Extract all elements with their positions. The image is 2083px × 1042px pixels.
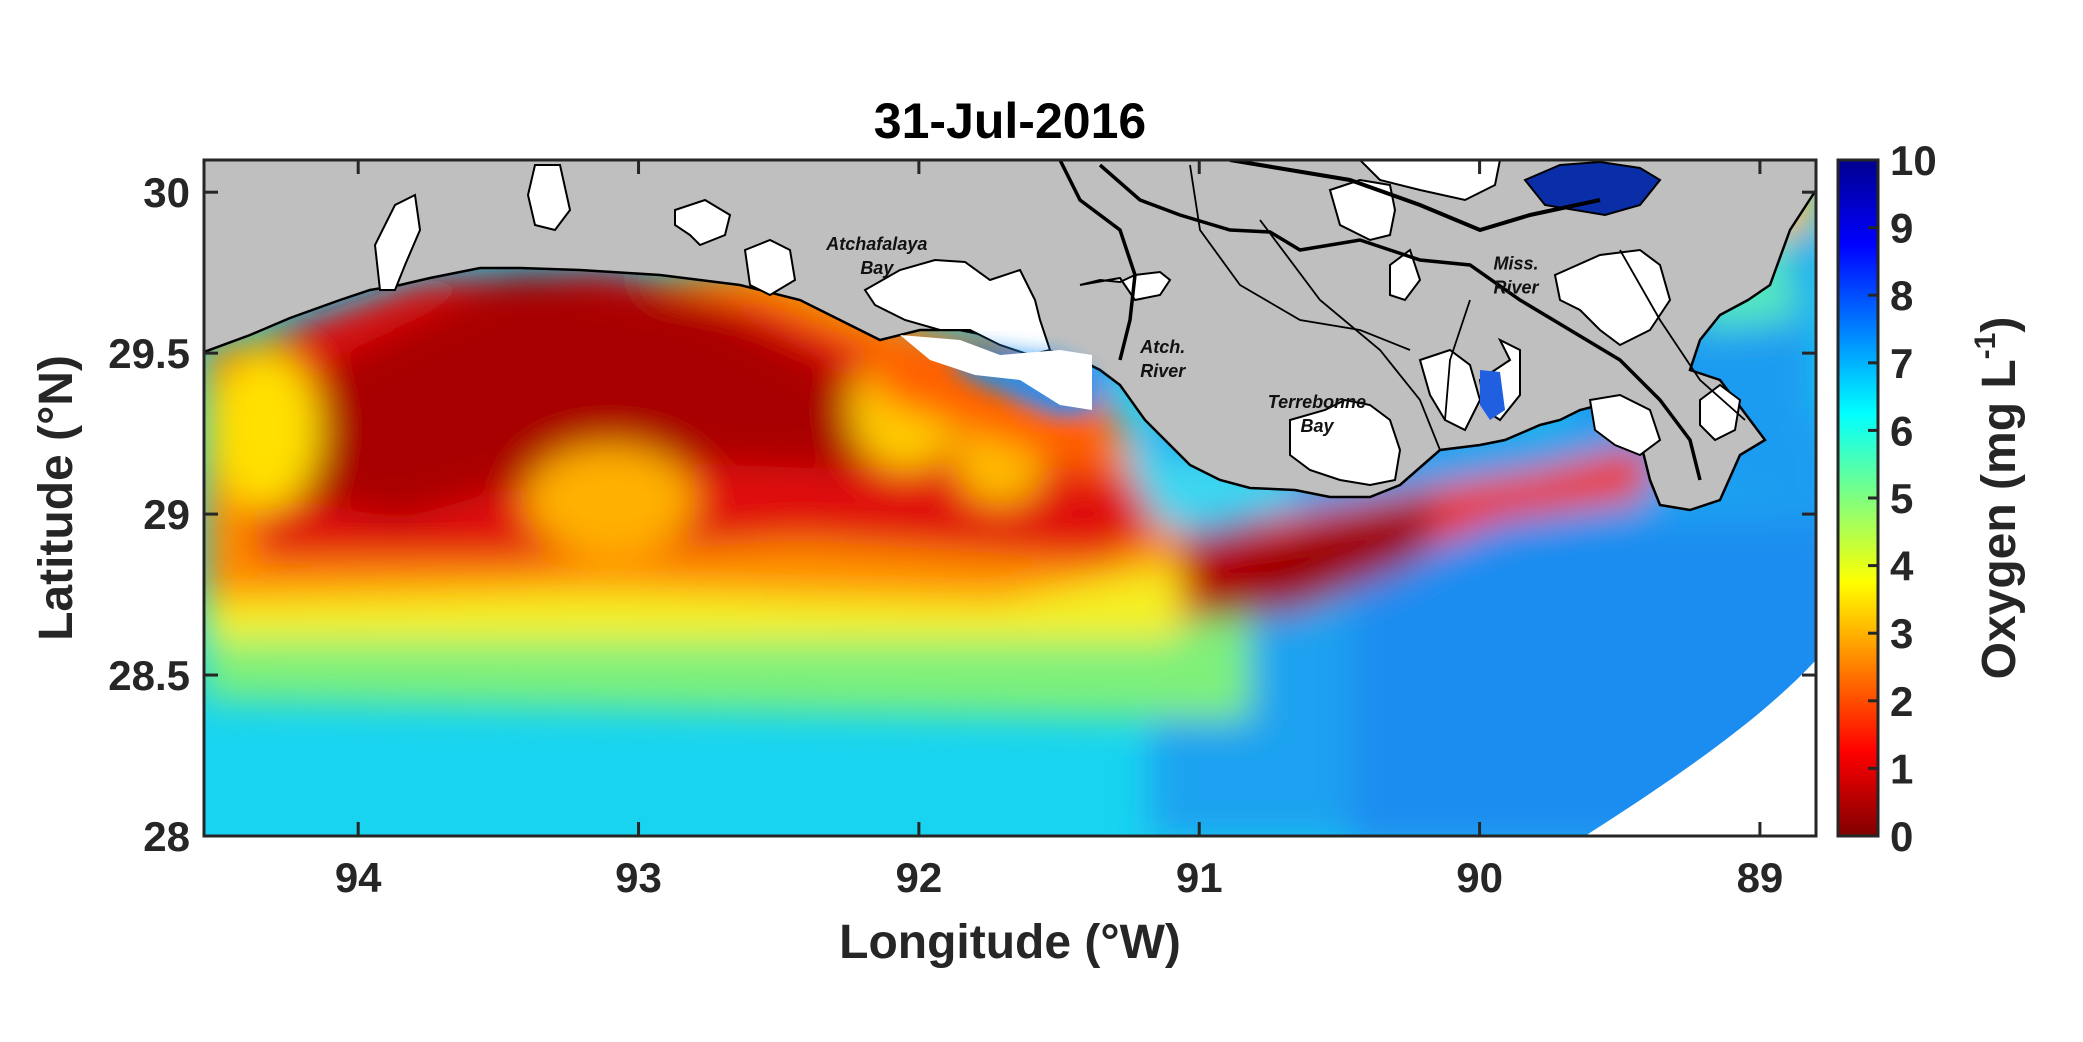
colorbar-tick-label: 0 [1890,813,1913,860]
colorbar-tick-label: 9 [1890,205,1913,252]
colorbar-tick-label: 7 [1890,340,1913,387]
x-tick-label: 90 [1456,854,1503,901]
place-label: Atch. River [1139,337,1186,381]
place-label-line: River [1140,361,1186,381]
colorbar-tick-label: 1 [1890,745,1913,792]
inland-water [373,160,1742,487]
offshore-mask [1585,660,1816,836]
x-tick-label: 94 [335,854,382,901]
x-tick-label: 93 [615,854,662,901]
colorbar: 0 1 2 3 4 5 6 7 8 9 10 Oxygen (mg L-1) [1836,137,2026,860]
x-axis-ticks: 94 93 92 91 90 89 [335,160,1783,901]
y-tick-label: 29.5 [108,330,190,377]
colorbar-tick-label: 4 [1890,543,1914,590]
x-tick-label: 89 [1737,854,1784,901]
x-axis-label: Longitude (°W) [839,916,1181,969]
colorbar-label-superscript: -1 [1969,333,2002,360]
colorbar-tick-label: 8 [1890,272,1913,319]
y-axis-ticks: 28 28.5 29 29.5 30 [108,169,1816,860]
plot-frame [202,158,1818,838]
y-tick-label: 28.5 [108,652,190,699]
place-label-line: Bay [1300,416,1334,436]
place-label-line: River [1494,277,1540,297]
y-axis-label: Latitude (°N) [30,355,83,641]
colorbar-label: Oxygen (mg L-1) [1969,317,2026,680]
colorbar-tick-label: 2 [1890,678,1913,725]
x-tick-label: 91 [1176,854,1223,901]
colorbar-tick-label: 6 [1890,407,1913,454]
place-label-line: Atchafalaya [825,234,927,254]
x-tick-label: 92 [896,854,943,901]
colorbar-tick-label: 3 [1890,610,1913,657]
rivers [1058,160,1746,481]
place-label-line: Atch. [1139,337,1185,357]
y-tick-label: 29 [143,491,190,538]
colorbar-tick-label: 5 [1890,475,1913,522]
place-label: Miss. River [1494,253,1540,297]
place-label: Terrebonne Bay [1268,392,1366,436]
place-label-line: Bay [860,258,894,278]
colorbar-label-suffix: ) [1973,317,2026,333]
place-label: Atchafalaya Bay [825,234,927,278]
y-tick-label: 30 [143,169,190,216]
place-labels: Atchafalaya Bay Atch. River Terrebonne Bay Mis… [825,234,1539,436]
colorbar-ticks: 0 1 2 3 4 5 6 7 8 9 10 [1868,137,1937,860]
barataria-patch [1480,370,1505,420]
map-plot-area [204,160,1816,836]
colorbar-tick-label: 10 [1890,137,1937,184]
place-label-line: Terrebonne [1268,392,1366,412]
y-tick-label: 28 [143,813,190,860]
place-label-line: Miss. [1494,253,1539,273]
atchafalaya-plume-white [900,335,1092,410]
map-title: 31-Jul-2016 [874,93,1146,149]
